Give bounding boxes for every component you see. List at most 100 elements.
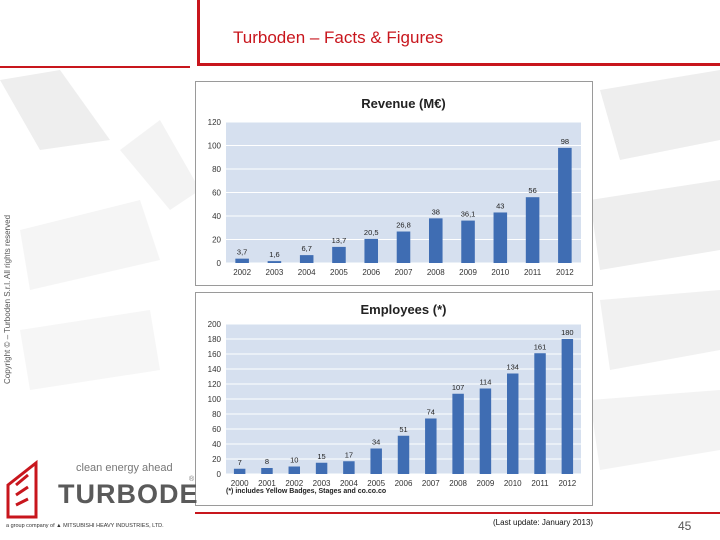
revenue-chart: Revenue (M€) 0 20 40 60 80 100 120 3,7 2002 1,6 200… [208,96,581,277]
revenue-x-tick-label: 2012 [556,268,574,277]
employees-x-tick-label: 2012 [558,479,576,488]
title-frame [197,0,720,66]
employees-data-label: 134 [506,363,519,372]
employees-data-label: 7 [238,458,242,467]
revenue-x-tick-label: 2005 [330,268,348,277]
employees-chart-panel: Employees (*) 0 20 40 60 80 100 120 140 160 180 200… [195,292,593,506]
employees-bar [506,373,519,474]
employees-bar [534,353,546,474]
revenue-data-label: 38 [432,207,440,216]
revenue-x-tick-label: 2010 [491,268,509,277]
svg-text:a group company of ▲ MITSUBIS: a group company of ▲ MITSUBISHI HEAVY IN… [6,523,164,529]
employees-data-label: 161 [534,342,547,351]
employees-y-tick-label: 180 [208,335,222,344]
revenue-x-tick-label: 2009 [459,268,477,277]
revenue-data-label: 20,5 [364,228,379,237]
revenue-data-label: 56 [528,186,536,195]
revenue-chart-title: Revenue (M€) [361,96,446,111]
employees-x-tick-label: 2008 [449,479,467,488]
employees-y-tick-label: 20 [212,455,221,464]
employees-data-label: 107 [452,383,465,392]
revenue-x-tick-label: 2007 [395,268,413,277]
revenue-x-tick-label: 2011 [524,268,542,277]
employees-data-label: 74 [427,408,435,417]
employees-x-tick-label: 2005 [367,479,385,488]
employees-bar [233,468,246,474]
employees-x-tick-label: 2001 [258,479,276,488]
revenue-bar [558,147,572,263]
revenue-bar [364,238,379,263]
employees-x-tick-label: 2003 [313,479,331,488]
employees-footnote: (*) includes Yellow Badges, Stages and c… [226,488,387,495]
logo-mark-icon [6,459,38,519]
employees-x-tick-label: 2007 [422,479,440,488]
employees-y-tick-label: 80 [212,410,221,419]
revenue-data-label: 1,6 [269,250,279,259]
revenue-x-tick-label: 2002 [233,268,251,277]
employees-chart: Employees (*) 0 20 40 60 80 100 120 140 160 180 200… [208,302,581,488]
page-number: 45 [678,519,692,533]
revenue-y-tick-label: 80 [212,165,221,174]
employees-x-tick-label: 2010 [504,479,522,488]
employees-y-tick-label: 140 [208,365,222,374]
revenue-data-label: 6,7 [301,244,311,253]
employees-x-tick-label: 2000 [231,479,249,488]
header-divider [0,66,190,68]
revenue-x-tick-label: 2003 [266,268,284,277]
employees-bar [343,461,355,474]
employees-data-label: 34 [372,438,380,447]
employees-x-tick-label: 2011 [531,479,549,488]
revenue-data-label: 3,7 [237,248,247,257]
revenue-x-tick-label: 2004 [298,268,316,277]
last-update-text: (Last update: January 2013) [493,518,594,527]
revenue-bar [267,261,282,263]
employees-x-tick-label: 2009 [477,479,495,488]
revenue-x-tick-label: 2006 [362,268,380,277]
footer-divider [195,512,720,514]
employees-bar [397,435,410,474]
svg-text:®: ® [189,475,195,483]
employees-x-tick-label: 2002 [285,479,303,488]
revenue-bar [461,220,475,263]
employees-bar [370,448,382,474]
employees-bar [425,418,437,474]
revenue-x-tick-label: 2008 [427,268,445,277]
employees-bar [452,393,464,474]
employees-data-label: 10 [290,456,298,465]
revenue-bar [396,231,411,263]
employees-y-tick-label: 0 [217,470,222,479]
revenue-y-tick-label: 60 [212,189,221,198]
revenue-chart-panel: Revenue (M€) 0 20 40 60 80 100 120 3,7 2002 1,6 200… [195,81,593,286]
revenue-data-label: 13,7 [332,236,347,245]
svg-text:clean energy ahead: clean energy ahead [76,462,173,474]
revenue-y-tick-label: 20 [212,236,221,245]
revenue-y-tick-label: 100 [208,142,222,151]
revenue-data-label: 36,1 [461,210,476,219]
revenue-bar [332,246,346,263]
employees-y-tick-label: 120 [208,380,222,389]
employees-bar [561,339,574,474]
revenue-bar [299,255,314,263]
revenue-bar [493,212,508,263]
revenue-y-tick-label: 40 [212,212,221,221]
employees-y-tick-label: 200 [208,320,222,329]
employees-bar [315,462,328,474]
employees-chart-title: Employees (*) [361,302,447,317]
employees-data-label: 17 [345,450,353,459]
employees-bar [261,468,273,474]
employees-data-label: 8 [265,457,269,466]
employees-x-tick-label: 2004 [340,479,358,488]
employees-y-tick-label: 60 [212,425,221,434]
employees-y-tick-label: 40 [212,440,221,449]
revenue-bar [525,197,540,263]
employees-bar [479,388,492,474]
employees-x-tick-label: 2006 [395,479,413,488]
copyright-text: Copyright © – Turboden S.r.l. All rights… [3,214,12,384]
revenue-y-tick-label: 0 [217,259,222,268]
slide-title: Turboden – Facts & Figures [233,28,444,47]
revenue-y-tick-label: 120 [208,118,222,127]
employees-data-label: 180 [561,328,574,337]
employees-data-label: 15 [317,452,325,461]
revenue-data-label: 43 [496,201,504,210]
